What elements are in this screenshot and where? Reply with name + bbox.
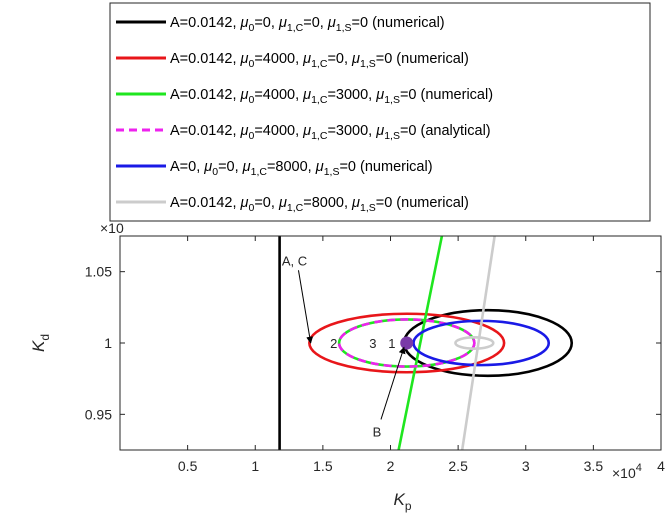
axes: A, C2 3 1B0.5 1 1.5 2 2.5 3 3.5 40.9511.05KpKd×10… [29,220,665,513]
y-tick-label: 1.05 [85,264,112,280]
x-tick-label: 3 [522,458,530,474]
marker-point [400,336,414,350]
series-green-line [397,236,444,450]
legend-entry: A=0, μ0=0, μ1,C=8000, μ1,S=0 (numerical) [170,159,433,178]
legend-entry: A=0.0142, μ0=4000, μ1,C=3000, μ1,S=0 (nu… [170,87,493,106]
series-gray-closed [454,335,495,351]
x-tick-label: 2.5 [448,458,468,474]
x-tick-label: 1.5 [313,458,333,474]
legend-entry: A=0.0142, μ0=0, μ1,C=0, μ1,S=0 (numerica… [170,15,445,34]
x-tick-label: 2 [387,458,395,474]
annotation-label: 1 [388,336,395,351]
legend-entry: A=0.0142, μ0=4000, μ1,C=0, μ1,S=0 (numer… [170,51,469,70]
annotation-arrow [380,346,406,420]
legend-box [109,2,651,222]
series-magenta-closed [337,318,476,368]
y-axis-label: Kd [29,334,52,352]
series-gray-line [460,236,496,450]
x-exponent: ×104 [612,462,642,481]
y-tick-label: 1 [104,335,112,351]
annotation-arrow [297,270,314,344]
annotation-label: B [373,424,382,439]
legend-entry: A=0.0142, μ0=0, μ1,C=8000, μ1,S=0 (numer… [170,195,469,214]
y-tick-label: 0.95 [85,406,112,422]
x-tick-label: 3.5 [584,458,604,474]
x-tick-label: 1 [251,458,259,474]
x-tick-label: 0.5 [178,458,198,474]
annotation-label: 3 [369,336,376,351]
plot-area [120,236,661,450]
y-exponent: ×10 [100,220,124,236]
annotation-label: A, C [282,253,307,268]
x-axis-label: Kp [393,490,411,513]
annotation-label: 2 [330,336,337,351]
x-tick-label: 4 [657,458,665,474]
legend-entry: A=0.0142, μ0=4000, μ1,C=3000, μ1,S=0 (an… [170,123,491,142]
legend: A=0.0142, μ0=0, μ1,C=0, μ1,S=0 (numerica… [109,2,651,222]
